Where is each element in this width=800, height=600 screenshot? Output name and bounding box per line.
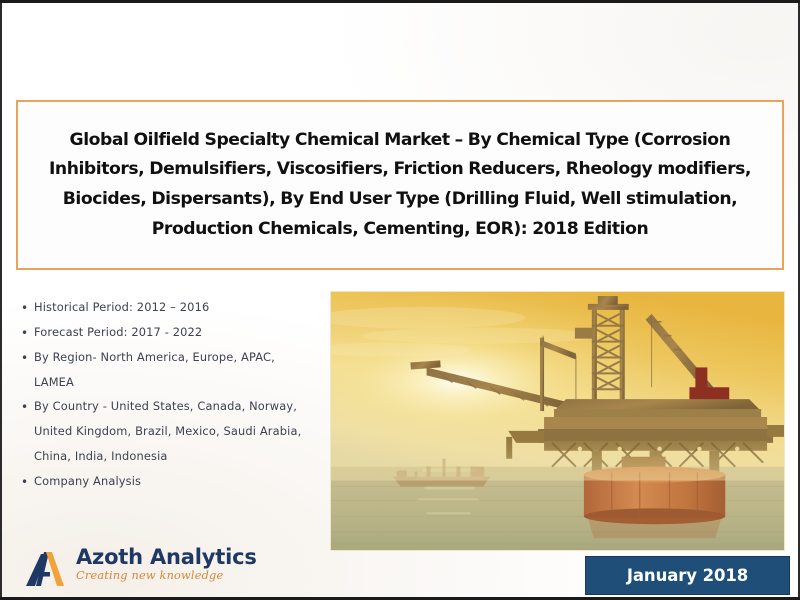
list-item-label: Company Analysis [34,474,142,489]
list-item-label: Historical Period: 2012 – 2016 [34,300,210,314]
bullet-icon: • [21,475,29,490]
publication-date-badge: January 2018 [585,556,790,595]
list-item-label: By Country - United States, Canada, Norw… [34,399,302,464]
list-item: • Historical Period: 2012 – 2016 [18,295,318,320]
list-item: • By Country - United States, Canada, No… [18,394,318,469]
list-item: • Company Analysis [18,469,318,494]
left-edge-rule [0,3,2,597]
bullet-icon: • [21,350,29,365]
report-title-box: Global Oilfield Specialty Chemical Marke… [16,100,784,270]
company-tagline: Creating new knowledge [76,569,224,583]
publication-date-label: January 2018 [626,566,749,585]
company-logo: Azoth Analytics Creating new knowledge [24,546,257,590]
oil-rig-illustration [331,292,784,550]
list-item-label: Forecast Period: 2017 - 2022 [34,324,203,339]
azoth-a-mark-icon [26,552,64,586]
bullet-icon: • [21,325,29,340]
oil-rig-photo [330,291,785,551]
list-item: • By Region- North America, Europe, APAC… [18,345,318,395]
list-item: • Forecast Period: 2017 - 2022 [18,320,318,345]
report-scope-list: • Historical Period: 2012 – 2016 • Forec… [18,295,318,494]
company-name: Azoth Analytics [76,545,257,569]
bullet-icon: • [21,301,29,315]
logo-wordmark: Azoth Analytics Creating new knowledge [76,546,257,585]
report-title: Global Oilfield Specialty Chemical Marke… [48,129,752,239]
right-edge-rule [798,3,800,597]
list-item-label: By Region- North America, Europe, APAC, … [34,349,275,389]
bullet-icon: • [21,400,29,415]
